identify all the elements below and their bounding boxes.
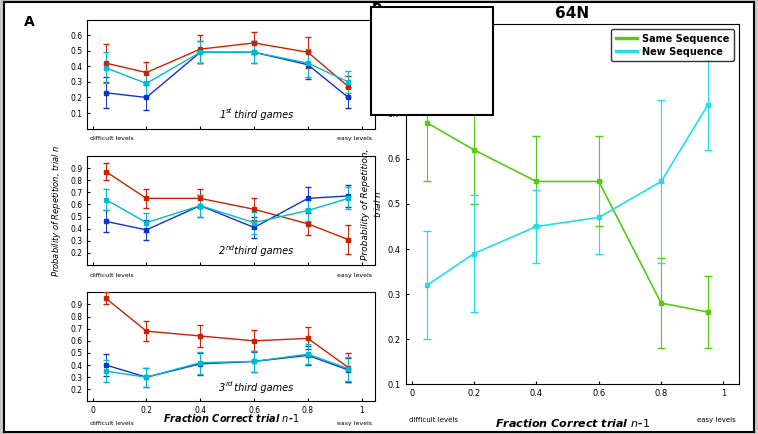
Legend: Same Sequence, New Sequence: Same Sequence, New Sequence <box>611 29 735 61</box>
Text: third games: third games <box>228 110 293 120</box>
Title: 64N: 64N <box>555 7 590 21</box>
Text: easy levels: easy levels <box>337 421 372 426</box>
Text: difficult levels: difficult levels <box>90 273 134 278</box>
Text: nd: nd <box>225 245 234 251</box>
Text: 3: 3 <box>219 383 225 393</box>
Text: Fraction Correct trial $n$-$1$: Fraction Correct trial $n$-$1$ <box>163 412 299 424</box>
Y-axis label: Probability of Repetition,
trial $n$: Probability of Repetition, trial $n$ <box>362 148 384 260</box>
Text: easy levels: easy levels <box>337 136 372 141</box>
Text: easy levels: easy levels <box>337 273 372 278</box>
Text: 1: 1 <box>219 110 225 120</box>
Text: A: A <box>23 15 35 29</box>
Text: difficult levels: difficult levels <box>90 421 134 426</box>
Text: rd: rd <box>225 381 233 387</box>
Text: third games: third games <box>228 383 293 393</box>
Text: easy levels: easy levels <box>697 417 736 423</box>
Text: third games: third games <box>228 247 293 256</box>
X-axis label: Fraction Correct trial $n$-$1$: Fraction Correct trial $n$-$1$ <box>495 418 650 429</box>
Text: B: B <box>372 2 383 16</box>
Text: Probability of Repetition, trial $n$: Probability of Repetition, trial $n$ <box>50 145 64 276</box>
Text: 2: 2 <box>219 247 225 256</box>
Legend: 7 Games, 64 Games, 64N: 7 Games, 64 Games, 64N <box>391 40 473 81</box>
Text: difficult levels: difficult levels <box>409 417 458 423</box>
Text: difficult levels: difficult levels <box>90 136 134 141</box>
Text: st: st <box>225 108 232 115</box>
